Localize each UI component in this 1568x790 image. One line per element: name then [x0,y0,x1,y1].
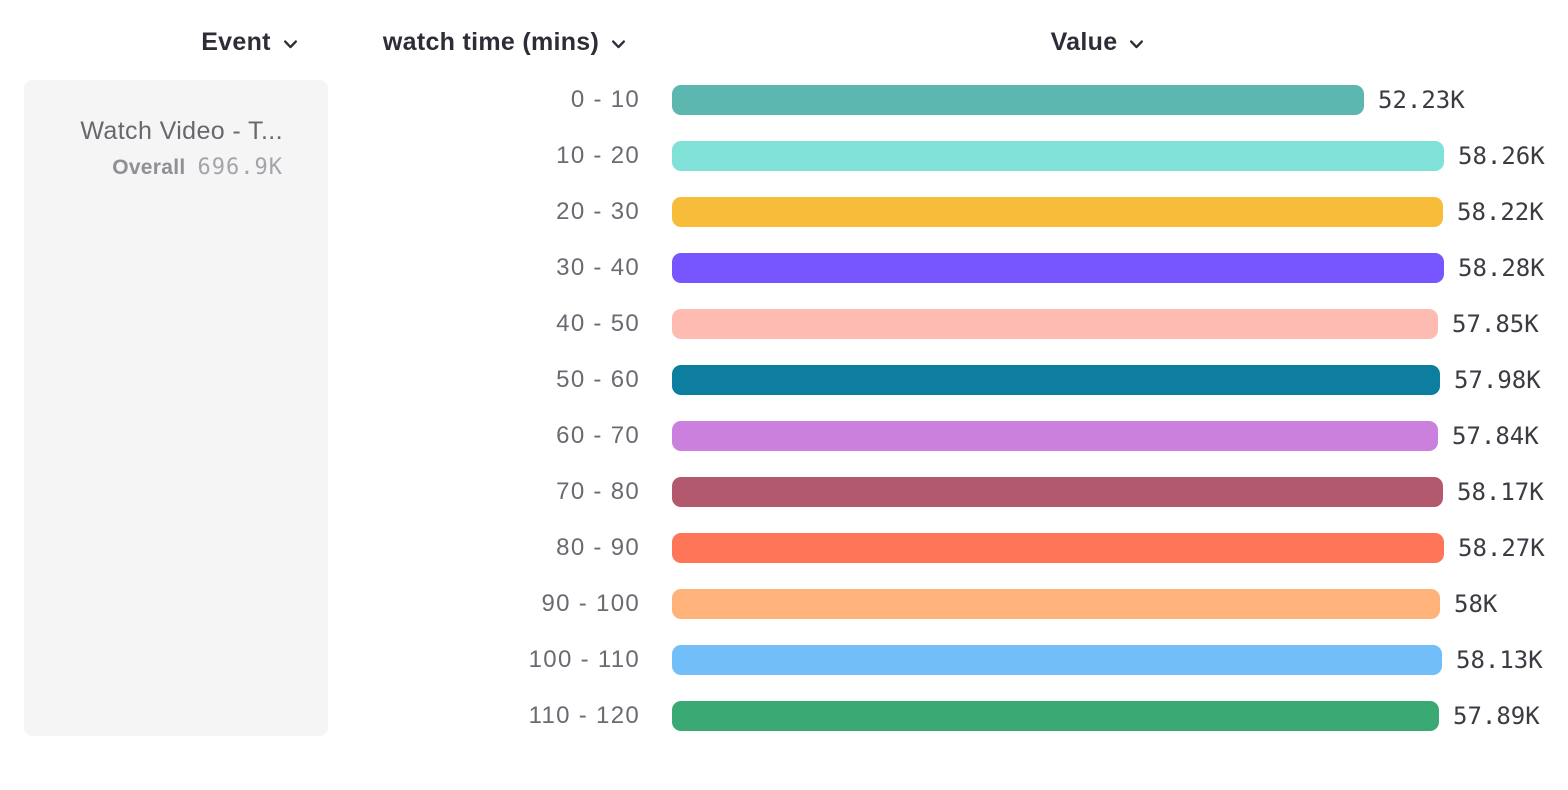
chevron-down-icon [283,39,297,48]
value-column-label: Value [1050,27,1118,56]
value-label: 52.23K [1378,86,1465,114]
value-column-header[interactable]: Value [988,24,1208,60]
bar[interactable] [672,197,1443,227]
category-label: 60 - 70 [556,422,640,449]
bar[interactable] [672,533,1444,563]
value-label: 58.22K [1457,198,1544,226]
bar[interactable] [672,85,1364,115]
category-label: 70 - 80 [556,478,640,505]
overall-label: Overall [112,156,186,179]
bar-row: 30 - 40 58.28K [0,240,1568,296]
category-label: 50 - 60 [556,366,640,393]
bar-row: 50 - 60 57.98K [0,352,1568,408]
bar-row: 10 - 20 58.26K [0,128,1568,184]
bar-row: 100 - 110 58.13K [0,632,1568,688]
bar-row: 80 - 90 58.27K [0,520,1568,576]
bar[interactable] [672,701,1439,731]
value-label: 57.89K [1453,702,1540,730]
bar-row: 110 - 120 57.89K [0,688,1568,744]
category-label: 80 - 90 [556,534,640,561]
value-label: 57.84K [1452,422,1539,450]
bar-row: 40 - 50 57.85K [0,296,1568,352]
breakdown-column-header[interactable]: watch time (mins) [375,24,635,60]
value-label: 57.85K [1452,310,1539,338]
category-label: 10 - 20 [556,142,640,169]
chevron-down-icon [1130,39,1144,48]
event-column-header[interactable]: Event [160,24,340,60]
value-label: 58.28K [1458,254,1545,282]
bar[interactable] [672,365,1440,395]
bar[interactable] [672,309,1438,339]
bar[interactable] [672,589,1440,619]
category-label: 30 - 40 [556,254,640,281]
bar-row: 60 - 70 57.84K [0,408,1568,464]
bar[interactable] [672,421,1438,451]
category-label: 90 - 100 [541,590,640,617]
value-label: 57.98K [1454,366,1541,394]
category-label: 110 - 120 [528,702,640,729]
category-label: 20 - 30 [556,198,640,225]
bar[interactable] [672,141,1444,171]
bar[interactable] [672,645,1442,675]
category-label: 40 - 50 [556,310,640,337]
bar-row: 20 - 30 58.22K [0,184,1568,240]
category-label: 100 - 110 [528,646,640,673]
bar[interactable] [672,477,1443,507]
event-card[interactable]: Watch Video - T... Overall 696.9K [24,80,328,736]
bar-row: 0 - 10 52.23K [0,72,1568,128]
bar-row: 70 - 80 58.17K [0,464,1568,520]
overall-value: 696.9K [197,155,283,180]
value-label: 58.26K [1458,142,1545,170]
value-label: 58.17K [1457,478,1544,506]
chevron-down-icon [612,39,626,48]
bar[interactable] [672,253,1444,283]
breakdown-column-label: watch time (mins) [382,27,600,56]
value-label: 58.13K [1456,646,1543,674]
overall-row: Overall 696.9K [42,155,283,181]
event-column-label: Event [201,27,271,56]
value-label: 58.27K [1458,534,1545,562]
category-label: 0 - 10 [570,86,640,113]
value-label: 58K [1454,590,1498,618]
bar-row: 90 - 100 58K [0,576,1568,632]
event-name: Watch Video - T... [80,117,283,145]
